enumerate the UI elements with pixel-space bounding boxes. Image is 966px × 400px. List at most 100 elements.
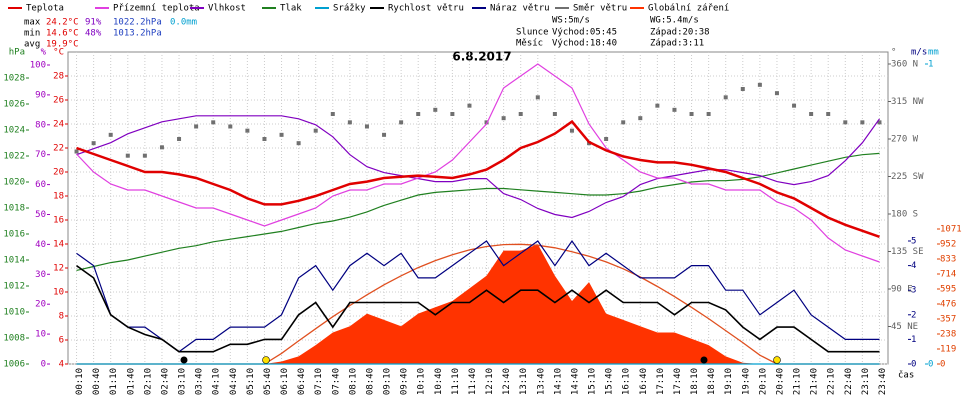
y-tick-label: 1008 bbox=[3, 334, 25, 344]
x-tick-label: 07:40 bbox=[331, 368, 341, 395]
stat-text: 0.0mm bbox=[170, 18, 197, 28]
y-tick-label: 18 bbox=[53, 192, 64, 202]
y-tick-label: 1020 bbox=[3, 178, 25, 188]
y-tick-label: 225 SW bbox=[891, 172, 924, 182]
direction-point bbox=[843, 120, 848, 125]
sun-set-marker bbox=[773, 356, 781, 364]
x-tick-label: 15:10 bbox=[588, 368, 598, 395]
direction-point bbox=[211, 120, 216, 125]
info-ws: WS:5m/s bbox=[552, 16, 590, 26]
direction-point bbox=[245, 128, 250, 133]
chart-title: 6.8.2017 bbox=[452, 50, 511, 64]
y-tick-label: 833 bbox=[940, 255, 956, 265]
y-tick-label: 28 bbox=[53, 72, 64, 82]
x-tick-label: 19:10 bbox=[724, 368, 734, 395]
direction-point bbox=[382, 132, 387, 137]
y-tick-label: 20 bbox=[35, 300, 46, 310]
y-tick-label: 5 bbox=[911, 237, 916, 247]
direction-point bbox=[877, 120, 882, 125]
direction-point bbox=[706, 112, 711, 116]
y-tick-label: 14 bbox=[53, 240, 64, 250]
y-tick-label: 1012 bbox=[3, 282, 25, 292]
direction-point bbox=[467, 103, 472, 108]
direction-point bbox=[125, 153, 130, 158]
direction-point bbox=[535, 95, 540, 100]
direction-point bbox=[296, 141, 301, 146]
y-tick-label: 0 bbox=[41, 360, 46, 370]
x-tick-label: 16:40 bbox=[639, 368, 649, 395]
series-line bbox=[76, 115, 880, 219]
x-tick-label: 08:40 bbox=[365, 368, 375, 395]
direction-point bbox=[194, 124, 199, 129]
y-tick-label: 10 bbox=[53, 288, 64, 298]
y-tick-label: 595 bbox=[940, 285, 956, 295]
info-sun-set: Západ:20:38 bbox=[650, 28, 710, 38]
direction-point bbox=[450, 112, 455, 116]
x-tick-label: 20:10 bbox=[758, 368, 768, 395]
axis-label: m/s bbox=[911, 48, 927, 58]
y-tick-label: 952 bbox=[940, 240, 956, 250]
x-tick-label: 01:40 bbox=[126, 368, 136, 395]
y-tick-label: 4 bbox=[911, 261, 916, 271]
y-tick-label: 315 NW bbox=[891, 97, 924, 107]
radiation-area bbox=[76, 244, 880, 364]
x-tick-label: 11:40 bbox=[468, 368, 478, 395]
series-line bbox=[76, 63, 880, 263]
series-line bbox=[76, 119, 880, 238]
direction-point bbox=[74, 149, 79, 154]
y-tick-label: 10 bbox=[35, 330, 46, 340]
info-moon-rise: Východ:18:40 bbox=[552, 39, 617, 49]
x-tick-label: 17:40 bbox=[673, 368, 683, 395]
x-tick-label: 23:10 bbox=[861, 368, 871, 395]
x-tick-label: 03:40 bbox=[195, 368, 205, 395]
x-axis-label: čas bbox=[898, 370, 914, 381]
direction-point bbox=[809, 112, 814, 116]
x-tick-label: 12:10 bbox=[485, 368, 495, 395]
direction-point bbox=[159, 145, 164, 150]
x-tick-label: 04:10 bbox=[212, 368, 222, 395]
axis-label: % bbox=[41, 48, 47, 58]
direction-point bbox=[552, 112, 557, 116]
y-tick-label: 1014 bbox=[3, 256, 25, 266]
y-tick-label: 16 bbox=[53, 216, 64, 226]
direction-point bbox=[638, 116, 643, 121]
y-tick-label: 1026 bbox=[3, 100, 25, 110]
y-tick-label: 26 bbox=[53, 96, 64, 106]
x-tick-label: 08:10 bbox=[348, 368, 358, 395]
y-tick-label: 22 bbox=[53, 144, 64, 154]
x-tick-label: 09:10 bbox=[383, 368, 393, 395]
axis-label: °C bbox=[53, 48, 64, 58]
stat-text: 48% bbox=[85, 29, 102, 39]
info-wg: WG:5.4m/s bbox=[650, 16, 699, 26]
y-tick-label: 40 bbox=[35, 240, 46, 250]
legend-label: Náraz větru bbox=[490, 4, 550, 14]
y-tick-label: 1022 bbox=[3, 152, 25, 162]
direction-point bbox=[774, 91, 779, 96]
direction-point bbox=[416, 112, 421, 116]
y-tick-label: 476 bbox=[940, 300, 956, 310]
x-tick-label: 13:40 bbox=[536, 368, 546, 395]
x-tick-label: 03:10 bbox=[178, 368, 188, 395]
axis-label: hPa bbox=[9, 48, 25, 58]
y-tick-label: 0 bbox=[911, 360, 916, 370]
stat-text: 91% bbox=[85, 18, 102, 28]
x-tick-label: 04:40 bbox=[229, 368, 239, 395]
moon-rise-marker bbox=[700, 356, 708, 364]
x-tick-label: 21:40 bbox=[810, 368, 820, 395]
y-tick-label: 1028 bbox=[3, 74, 25, 84]
direction-point bbox=[142, 153, 147, 158]
direction-point bbox=[484, 120, 489, 125]
y-tick-label: 60 bbox=[35, 180, 46, 190]
y-tick-label: 24 bbox=[53, 120, 64, 130]
legend-label: Směr větru bbox=[573, 4, 627, 14]
y-tick-label: 20 bbox=[53, 168, 64, 178]
direction-point bbox=[262, 137, 267, 141]
y-tick-label: 135 SE bbox=[891, 247, 924, 257]
y-tick-label: 1071 bbox=[940, 225, 962, 235]
x-tick-label: 14:10 bbox=[553, 368, 563, 395]
direction-point bbox=[621, 120, 626, 125]
direction-point bbox=[792, 103, 797, 108]
y-tick-label: 270 W bbox=[891, 135, 919, 145]
direction-point bbox=[672, 107, 677, 112]
